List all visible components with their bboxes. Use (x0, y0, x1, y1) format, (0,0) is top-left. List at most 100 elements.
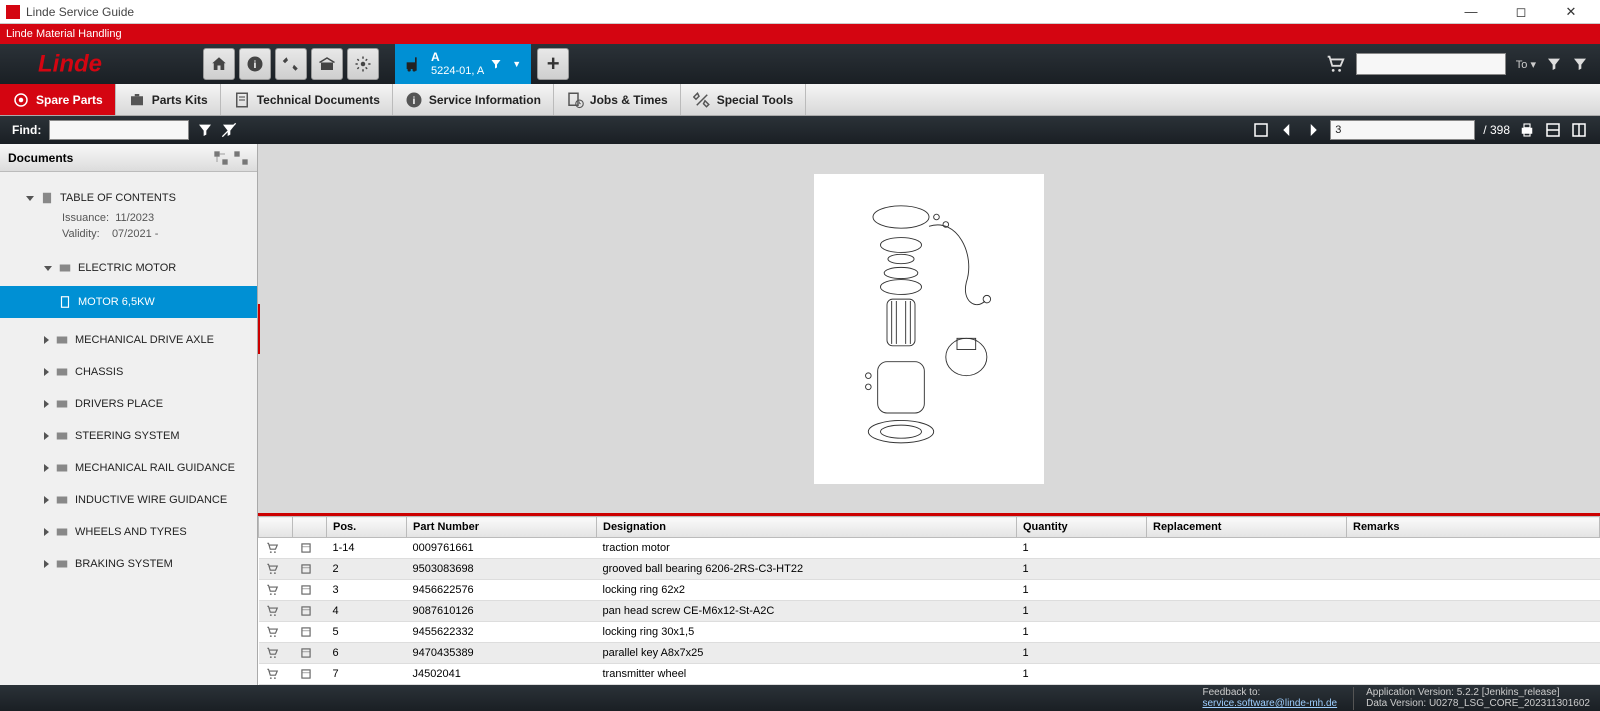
parts-table[interactable]: Pos. Part Number Designation Quantity Re… (258, 516, 1600, 685)
add-tab-button[interactable]: + (537, 48, 569, 80)
tab-service-information[interactable]: i Service Information (393, 84, 554, 115)
tools-button[interactable] (275, 48, 307, 80)
cell-designation: pan head screw CE-M6x12-St-A2C (597, 601, 1017, 622)
table-row[interactable]: 7J4502041transmitter wheel1 (259, 664, 1600, 685)
cell-quantity: 1 (1017, 559, 1147, 580)
col-part-number[interactable]: Part Number (407, 517, 597, 538)
tree-node-braking-system[interactable]: BRAKING SYSTEM (0, 548, 257, 580)
tree-node-motor-65kw[interactable]: MOTOR 6,5KW (0, 286, 257, 318)
col-designation[interactable]: Designation (597, 517, 1017, 538)
add-to-cart-icon[interactable] (259, 643, 293, 664)
window-close-button[interactable]: ✕ (1556, 4, 1586, 20)
search-scope-label[interactable]: To ▾ (1516, 58, 1536, 71)
note-icon[interactable] (293, 643, 327, 664)
tab-jobs-times[interactable]: Jobs & Times (554, 84, 681, 115)
note-icon[interactable] (293, 664, 327, 685)
settings-button[interactable] (347, 48, 379, 80)
layout2-button[interactable] (1570, 121, 1588, 139)
tab-spare-parts[interactable]: Spare Parts (0, 84, 116, 115)
exploded-diagram (814, 174, 1044, 484)
note-icon[interactable] (293, 622, 327, 643)
document-tree[interactable]: TABLE OF CONTENTS Issuance: 11/2023 Vali… (0, 172, 257, 685)
table-header-row: Pos. Part Number Designation Quantity Re… (259, 517, 1600, 538)
tab-parts-kits[interactable]: Parts Kits (116, 84, 221, 115)
cell-part-number: 0009761661 (407, 538, 597, 559)
header-filter-button-2[interactable] (1572, 56, 1588, 72)
note-icon[interactable] (293, 538, 327, 559)
page-prev-button[interactable] (1278, 121, 1296, 139)
chevron-down-icon (44, 266, 52, 271)
add-to-cart-icon[interactable] (259, 664, 293, 685)
add-to-cart-icon[interactable] (259, 580, 293, 601)
find-filter-clear-button[interactable] (221, 122, 237, 138)
layout1-button[interactable] (1544, 121, 1562, 139)
note-icon[interactable] (293, 601, 327, 622)
cell-quantity: 1 (1017, 664, 1147, 685)
col-remarks[interactable]: Remarks (1347, 517, 1600, 538)
table-row[interactable]: 69470435389parallel key A8x7x251 (259, 643, 1600, 664)
cart-button[interactable] (1324, 53, 1346, 75)
col-pos[interactable]: Pos. (327, 517, 407, 538)
chevron-right-icon (44, 496, 49, 504)
folder-icon (55, 429, 69, 443)
brand-logo: Linde (0, 44, 195, 84)
table-row[interactable]: 59455622332locking ring 30x1,51 (259, 622, 1600, 643)
cell-remarks (1347, 601, 1600, 622)
folder-icon (58, 261, 72, 275)
col-replacement[interactable]: Replacement (1147, 517, 1347, 538)
workspace: Documents TABLE OF CONTENTS Issuance: 11… (0, 144, 1600, 685)
page-input[interactable] (1330, 120, 1475, 140)
find-input[interactable] (49, 120, 189, 140)
page-next-button[interactable] (1304, 121, 1322, 139)
table-row[interactable]: 1-140009761661traction motor1 (259, 538, 1600, 559)
tree-node-chassis[interactable]: CHASSIS (0, 356, 257, 388)
book-icon[interactable] (1252, 121, 1270, 139)
page-total-label: / 398 (1483, 123, 1510, 137)
cell-quantity: 1 (1017, 601, 1147, 622)
cell-quantity: 1 (1017, 643, 1147, 664)
cell-designation: locking ring 62x2 (597, 580, 1017, 601)
tree-node-mechanical-drive-axle[interactable]: MECHANICAL DRIVE AXLE (0, 324, 257, 356)
tab-special-tools[interactable]: Special Tools (681, 84, 806, 115)
window-minimize-button[interactable]: — (1456, 4, 1486, 20)
home-button[interactable] (203, 48, 235, 80)
sidebar: Documents TABLE OF CONTENTS Issuance: 11… (0, 144, 258, 685)
vehicle-tab[interactable]: A 5224-01, A ▼ (395, 44, 531, 84)
tree-node-mechanical-rail-guidance[interactable]: MECHANICAL RAIL GUIDANCE (0, 452, 257, 484)
add-to-cart-icon[interactable] (259, 601, 293, 622)
tree-node-inductive-wire-guidance[interactable]: INDUCTIVE WIRE GUIDANCE (0, 484, 257, 516)
status-bar: Feedback to: service.software@linde-mh.d… (0, 685, 1600, 711)
cell-replacement (1147, 601, 1347, 622)
table-row[interactable]: 39456622576locking ring 62x21 (259, 580, 1600, 601)
header-search-input[interactable] (1356, 53, 1506, 75)
diagram-viewport[interactable] (258, 144, 1600, 516)
feedback-email-link[interactable]: service.software@linde-mh.de (1202, 698, 1337, 709)
tree-node-wheels-and-tyres[interactable]: WHEELS AND TYRES (0, 516, 257, 548)
depot-button[interactable] (311, 48, 343, 80)
table-row[interactable]: 49087610126pan head screw CE-M6x12-St-A2… (259, 601, 1600, 622)
window-maximize-button[interactable]: ◻ (1506, 4, 1536, 20)
header-filter-button[interactable] (1546, 56, 1562, 72)
collapse-all-icon[interactable] (233, 150, 249, 166)
find-filter-button[interactable] (197, 122, 213, 138)
tree-node-electric-motor[interactable]: ELECTRIC MOTOR (0, 256, 257, 280)
expand-all-icon[interactable] (213, 150, 229, 166)
add-to-cart-icon[interactable] (259, 538, 293, 559)
add-to-cart-icon[interactable] (259, 559, 293, 580)
col-quantity[interactable]: Quantity (1017, 517, 1147, 538)
add-to-cart-icon[interactable] (259, 622, 293, 643)
tree-node-steering-system[interactable]: STEERING SYSTEM (0, 420, 257, 452)
folder-icon (55, 461, 69, 475)
table-row[interactable]: 29503083698grooved ball bearing 6206-2RS… (259, 559, 1600, 580)
print-button[interactable] (1518, 121, 1536, 139)
folder-icon (55, 525, 69, 539)
cell-remarks (1347, 643, 1600, 664)
note-icon[interactable] (293, 559, 327, 580)
tree-node-drivers-place[interactable]: DRIVERS PLACE (0, 388, 257, 420)
cell-quantity: 1 (1017, 538, 1147, 559)
tree-node-toc[interactable]: TABLE OF CONTENTS (0, 186, 257, 210)
note-icon[interactable] (293, 580, 327, 601)
info-button[interactable]: i (239, 48, 271, 80)
chevron-right-icon (44, 336, 49, 344)
tab-technical-documents[interactable]: Technical Documents (221, 84, 393, 115)
